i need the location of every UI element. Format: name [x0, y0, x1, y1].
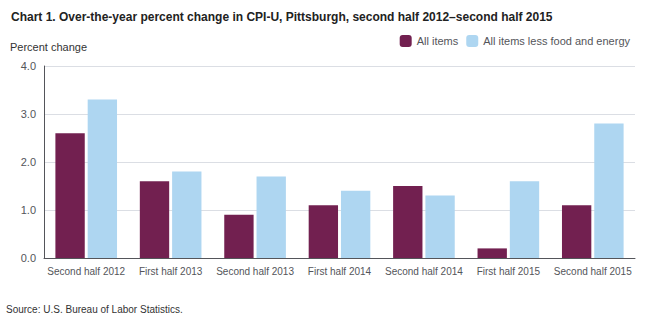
svg-text:Chart 1. Over-the-year percent: Chart 1. Over-the-year percent change in… [11, 10, 553, 24]
svg-text:Second half 2012: Second half 2012 [47, 266, 125, 277]
svg-text:3.0: 3.0 [21, 108, 36, 120]
svg-text:2.0: 2.0 [21, 156, 36, 168]
svg-text:Second half 2015: Second half 2015 [554, 266, 632, 277]
svg-text:All items: All items [417, 35, 459, 47]
svg-text:First half 2014: First half 2014 [308, 266, 372, 277]
svg-text:0.0: 0.0 [21, 252, 36, 264]
svg-text:Second half 2013: Second half 2013 [216, 266, 294, 277]
svg-text:Percent change: Percent change [10, 41, 87, 53]
svg-text:All items less food and energy: All items less food and energy [483, 35, 630, 47]
svg-text:Source: U.S. Bureau of Labor S: Source: U.S. Bureau of Labor Statistics. [6, 304, 183, 315]
svg-text:1.0: 1.0 [21, 204, 36, 216]
svg-text:First half 2013: First half 2013 [139, 266, 203, 277]
svg-text:Second half 2014: Second half 2014 [385, 266, 463, 277]
svg-text:First half 2015: First half 2015 [477, 266, 541, 277]
svg-text:4.0: 4.0 [21, 60, 36, 72]
